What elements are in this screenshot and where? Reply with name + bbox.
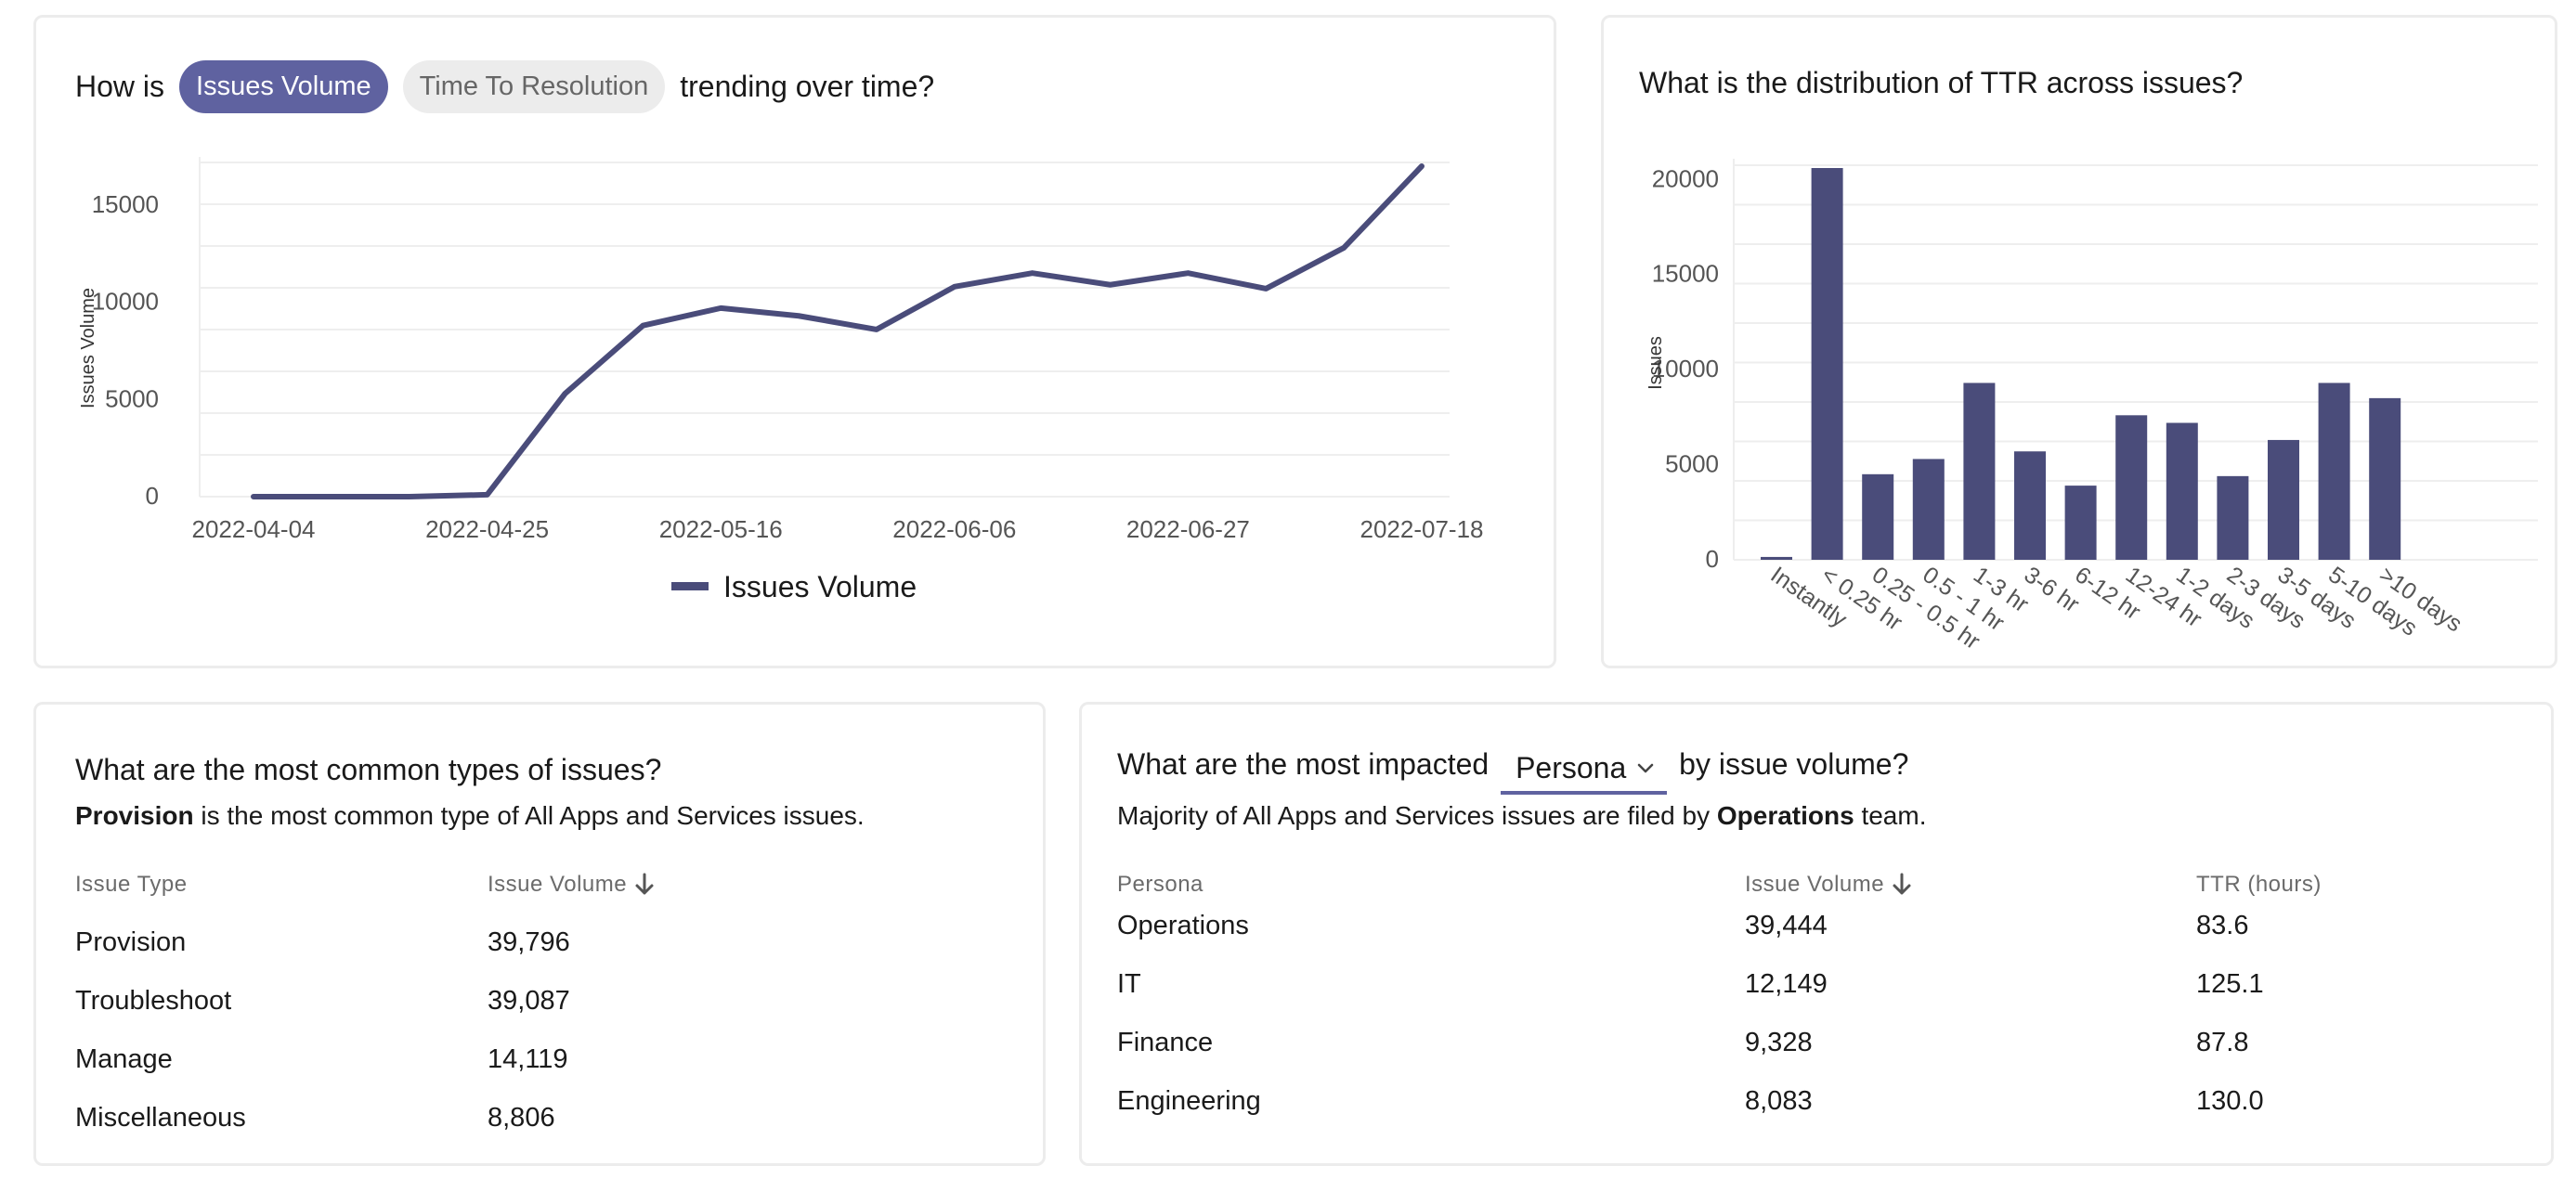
table-row-ttr: 125.1 — [2196, 969, 2264, 999]
table-row-persona: IT — [1117, 969, 1141, 999]
legend-swatch — [671, 582, 709, 590]
bar — [2166, 422, 2198, 560]
trend-card: How is Issues Volume Time To Resolution … — [33, 15, 1556, 668]
y-tick-label: 10000 — [92, 288, 159, 316]
column-header-label: Issue Type — [75, 872, 188, 897]
subtitle-highlight: Provision — [75, 801, 194, 830]
distribution-title: What is the distribution of TTR across i… — [1639, 66, 2244, 99]
column-header-label: TTR (hours) — [2196, 872, 2322, 897]
persona-title: What are the most impacted Persona by is… — [1117, 747, 1909, 795]
subtitle-text: team. — [1854, 801, 1927, 830]
persona-dropdown-value: Persona — [1516, 751, 1627, 784]
issues-volume-toggle[interactable]: Issues Volume — [179, 60, 388, 113]
y-tick-label: 15000 — [92, 190, 159, 218]
table-row-volume: 39,796 — [488, 927, 570, 957]
arrow-down-icon — [635, 873, 654, 895]
x-tick-label: 2022-05-16 — [659, 515, 783, 543]
trend-legend: Issues Volume — [671, 570, 917, 603]
bar — [2115, 415, 2148, 560]
table-row-volume: 8,806 — [488, 1103, 555, 1133]
x-tick-label: 3-6 hr — [2020, 562, 2085, 617]
bar — [1912, 459, 1945, 560]
legend-label: Issues Volume — [723, 570, 917, 603]
y-tick-label: 0 — [1706, 545, 1719, 573]
subtitle-text: Majority of All Apps and Services issues… — [1117, 801, 1717, 830]
issue-types-subtitle: Provision is the most common type of All… — [75, 801, 865, 831]
column-header-issue-volume[interactable]: Issue Volume — [488, 872, 655, 898]
series-line-issues-volume — [251, 163, 1425, 499]
x-tick-label: 2022-06-27 — [1126, 515, 1250, 543]
bar — [1761, 556, 1792, 560]
bar — [2268, 439, 2299, 560]
table-row-volume: 9,328 — [1745, 1028, 1813, 1057]
arrow-down-icon — [1893, 873, 1911, 895]
trend-title-prefix: How is — [75, 70, 165, 103]
subtitle-highlight: Operations — [1716, 801, 1854, 830]
column-header-issue-type[interactable]: Issue Type — [75, 872, 188, 898]
table-row-ttr: 83.6 — [2196, 911, 2249, 940]
x-tick-label: 2022-04-25 — [425, 515, 549, 543]
table-row-volume: 8,083 — [1745, 1086, 1813, 1116]
trend-title-suffix: trending over time? — [680, 70, 935, 103]
subtitle-text: is the most common type of All Apps and … — [193, 801, 865, 830]
table-row-type: Troubleshoot — [75, 986, 232, 1016]
x-tick-label: 2022-07-18 — [1360, 515, 1484, 543]
bar — [1811, 168, 1843, 560]
persona-subtitle: Majority of All Apps and Services issues… — [1117, 801, 1926, 831]
y-tick-label: 20000 — [1652, 164, 1719, 192]
table-row-volume: 39,444 — [1745, 911, 1828, 940]
y-tick-label: 5000 — [105, 384, 159, 412]
y-tick-label: 0 — [146, 482, 159, 510]
y-tick-label: 5000 — [1665, 450, 1719, 478]
table-row-type: Manage — [75, 1044, 173, 1074]
table-row-type: Provision — [75, 927, 187, 957]
persona-title-prefix: What are the most impacted — [1117, 747, 1490, 781]
bar — [2064, 486, 2097, 560]
x-tick-label: 2022-04-04 — [192, 515, 316, 543]
y-tick-label: 10000 — [1652, 355, 1719, 382]
table-row-volume: 39,087 — [488, 986, 570, 1016]
bar — [2318, 382, 2350, 560]
table-row-volume: 12,149 — [1745, 969, 1828, 999]
table-row-persona: Operations — [1117, 911, 1249, 940]
table-row-volume: 14,119 — [488, 1044, 568, 1074]
column-header-label: Persona — [1117, 872, 1203, 897]
time-to-resolution-toggle[interactable]: Time To Resolution — [402, 60, 666, 113]
trend-y-axis-label: Issues Volume — [78, 288, 98, 408]
bar — [1963, 382, 1996, 560]
bar — [2014, 451, 2046, 560]
chevron-down-icon — [1638, 763, 1654, 772]
persona-title-suffix: by issue volume? — [1679, 747, 1909, 781]
table-row-persona: Engineering — [1117, 1086, 1261, 1116]
persona-card: What are the most impacted Persona by is… — [1079, 702, 2554, 1166]
table-row-type: Miscellaneous — [75, 1103, 246, 1133]
bar — [1862, 473, 1894, 560]
column-header-label: Issue Volume — [488, 872, 628, 897]
bar — [2369, 397, 2401, 560]
trend-line-chart: 0 5000 10000 15000 2022-04-04 2022-04-25 2022… — [78, 157, 1484, 603]
x-tick-label: 2022-06-06 — [892, 515, 1016, 543]
issue-types-title: What are the most common types of issues… — [75, 753, 662, 786]
table-row-ttr: 87.8 — [2196, 1028, 2249, 1057]
column-header-ttr[interactable]: TTR (hours) — [2196, 872, 2322, 898]
column-header-label: Issue Volume — [1745, 872, 1885, 897]
distribution-y-axis-label: Issues — [1646, 336, 1666, 390]
persona-dropdown[interactable]: Persona — [1501, 751, 1668, 795]
column-header-issue-volume[interactable]: Issue Volume — [1745, 872, 1912, 898]
column-header-persona[interactable]: Persona — [1117, 872, 1203, 898]
trend-title: How is Issues Volume Time To Resolution … — [75, 60, 934, 113]
y-tick-label: 15000 — [1652, 260, 1719, 288]
issue-types-card: What are the most common types of issues… — [33, 702, 1046, 1166]
bar — [2217, 475, 2249, 560]
table-row-ttr: 130.0 — [2196, 1086, 2264, 1116]
table-row-persona: Finance — [1117, 1028, 1214, 1057]
distribution-card: What is the distribution of TTR across i… — [1601, 15, 2557, 668]
